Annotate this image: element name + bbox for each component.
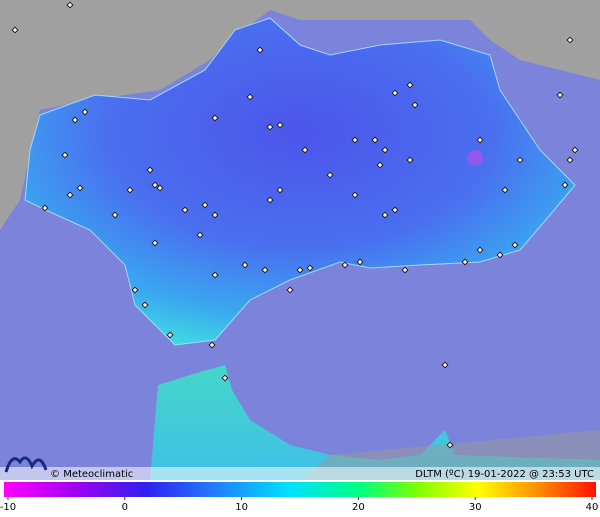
station xyxy=(351,191,359,199)
station xyxy=(211,114,219,122)
station xyxy=(296,266,304,274)
station xyxy=(276,186,284,194)
station xyxy=(166,331,174,339)
station xyxy=(126,186,134,194)
tick-label: 10 xyxy=(235,502,248,513)
station xyxy=(391,206,399,214)
station xyxy=(261,266,269,274)
station xyxy=(141,301,149,309)
station xyxy=(61,151,69,159)
station xyxy=(246,93,254,101)
station xyxy=(11,26,19,34)
station xyxy=(461,258,469,266)
logo xyxy=(4,456,48,473)
brand: © Meteoclimatic xyxy=(50,469,133,480)
station xyxy=(71,116,79,124)
station xyxy=(266,123,274,131)
station xyxy=(221,374,229,382)
color-scale-ticks: -10 0 10 20 30 40 xyxy=(0,497,598,513)
hot-spot xyxy=(467,150,483,166)
station xyxy=(476,136,484,144)
station xyxy=(446,441,454,449)
station xyxy=(208,341,216,349)
station xyxy=(241,261,249,269)
station xyxy=(351,136,359,144)
station xyxy=(341,261,349,269)
station xyxy=(151,239,159,247)
station xyxy=(571,146,579,154)
station xyxy=(556,91,564,99)
caption: DLTM (ºC) 19-01-2022 @ 23:53 UTC xyxy=(415,469,594,480)
station xyxy=(411,101,419,109)
station xyxy=(211,271,219,279)
station xyxy=(441,361,449,369)
station xyxy=(381,211,389,219)
station xyxy=(196,231,204,239)
station xyxy=(151,181,159,189)
tick-label: 40 xyxy=(586,502,599,513)
station xyxy=(131,286,139,294)
station xyxy=(566,36,574,44)
station xyxy=(256,46,264,54)
morocco xyxy=(150,365,600,480)
station xyxy=(561,181,569,189)
brand-text: Meteoclimatic xyxy=(63,469,133,480)
tick-label: 30 xyxy=(469,502,482,513)
station xyxy=(406,156,414,164)
station xyxy=(286,286,294,294)
station xyxy=(201,201,209,209)
color-scale xyxy=(4,482,596,497)
station xyxy=(566,156,574,164)
station xyxy=(146,166,154,174)
station xyxy=(381,146,389,154)
station xyxy=(326,171,334,179)
station xyxy=(371,136,379,144)
station xyxy=(501,186,509,194)
station xyxy=(66,1,74,9)
station xyxy=(81,108,89,116)
tick-label: 20 xyxy=(352,502,365,513)
station xyxy=(41,204,49,212)
tick-label: -10 xyxy=(0,502,16,513)
andalusia xyxy=(24,17,576,346)
station xyxy=(266,196,274,204)
station xyxy=(111,211,119,219)
station xyxy=(511,241,519,249)
station xyxy=(301,146,309,154)
station xyxy=(356,258,364,266)
caption-strip xyxy=(0,467,600,481)
station xyxy=(516,156,524,164)
station xyxy=(476,246,484,254)
station xyxy=(66,191,74,199)
station xyxy=(276,121,284,129)
station xyxy=(391,89,399,97)
station xyxy=(156,184,164,192)
station xyxy=(181,206,189,214)
station xyxy=(401,266,409,274)
station xyxy=(376,161,384,169)
station xyxy=(306,264,314,272)
station xyxy=(76,184,84,192)
station xyxy=(496,251,504,259)
tick-label: 0 xyxy=(122,502,128,513)
station xyxy=(406,81,414,89)
station xyxy=(211,211,219,219)
land-grey xyxy=(0,0,600,230)
stations xyxy=(11,1,579,449)
